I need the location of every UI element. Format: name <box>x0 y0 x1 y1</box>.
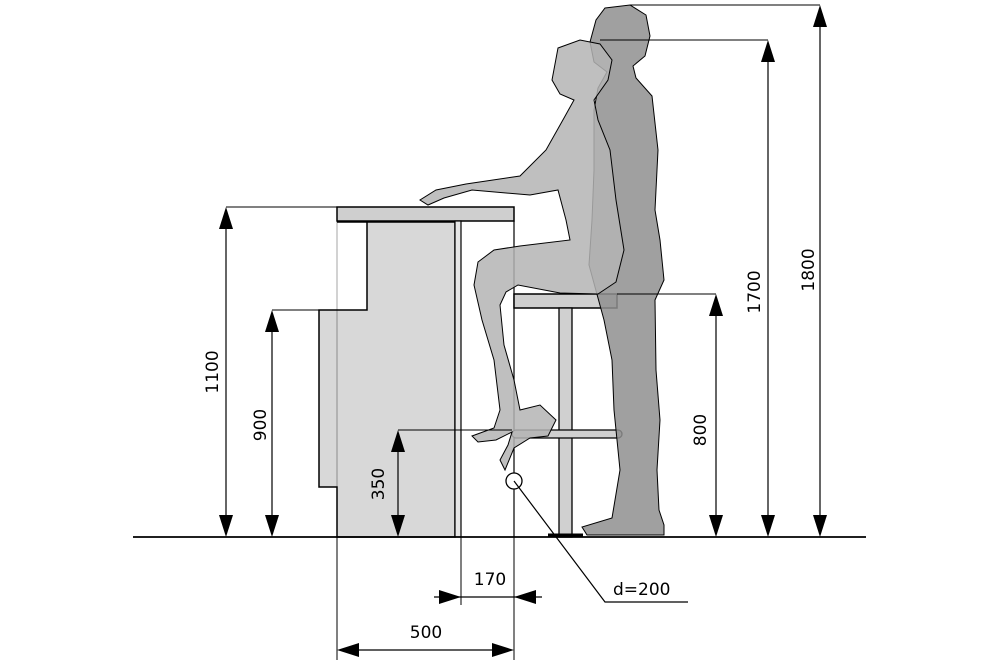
counter-height-label: 1100 <box>203 350 223 393</box>
seated-height-label: 1700 <box>745 270 765 313</box>
footrest-height-label: 350 <box>369 468 389 500</box>
footrest-leader-line <box>513 480 688 603</box>
arrowhead-icon <box>709 515 723 537</box>
standing-height-label: 1800 <box>799 248 819 291</box>
arrowhead-icon <box>709 294 723 316</box>
dimension-overhang-width: 170 <box>434 537 542 605</box>
stool-seat-height-label: 800 <box>691 414 711 446</box>
arrowhead-icon <box>514 590 536 604</box>
footrest-diameter-label: d=200 <box>613 580 670 600</box>
dimension-footrest-height: 350 <box>369 429 512 537</box>
arrowhead-icon <box>265 515 279 537</box>
counter-back-panel <box>454 220 462 538</box>
arrowhead-icon <box>761 515 775 537</box>
arrowhead-icon <box>219 207 233 229</box>
arrowhead-icon <box>391 430 405 452</box>
dimension-lower-shelf-height: 900 <box>251 309 319 537</box>
arrowhead-icon <box>265 310 279 332</box>
counter-top <box>336 206 515 222</box>
arrowhead-icon <box>439 590 461 604</box>
dimension-standing-height: 1800 <box>630 4 827 537</box>
arrowhead-icon <box>391 515 405 537</box>
bar-counter <box>318 206 515 538</box>
arrowhead-icon <box>761 40 775 62</box>
dimension-seated-height: 1700 <box>600 39 775 537</box>
arrowhead-icon <box>813 515 827 537</box>
dimension-counter-height: 1100 <box>203 206 337 537</box>
arrowhead-icon <box>337 643 359 657</box>
overhang-width-label: 170 <box>474 570 506 590</box>
counter-depth-label: 500 <box>410 623 442 643</box>
arrowhead-icon <box>492 643 514 657</box>
footrest-callout: d=200 <box>505 472 688 603</box>
stool-leg <box>558 307 573 538</box>
arrowhead-icon <box>219 515 233 537</box>
seated-person-silhouette <box>419 39 625 472</box>
dimension-counter-depth: 500 <box>336 537 515 660</box>
arrowhead-icon <box>813 5 827 27</box>
dimension-stool-seat-height: 800 <box>617 293 723 537</box>
lower-shelf-height-label: 900 <box>251 409 271 441</box>
